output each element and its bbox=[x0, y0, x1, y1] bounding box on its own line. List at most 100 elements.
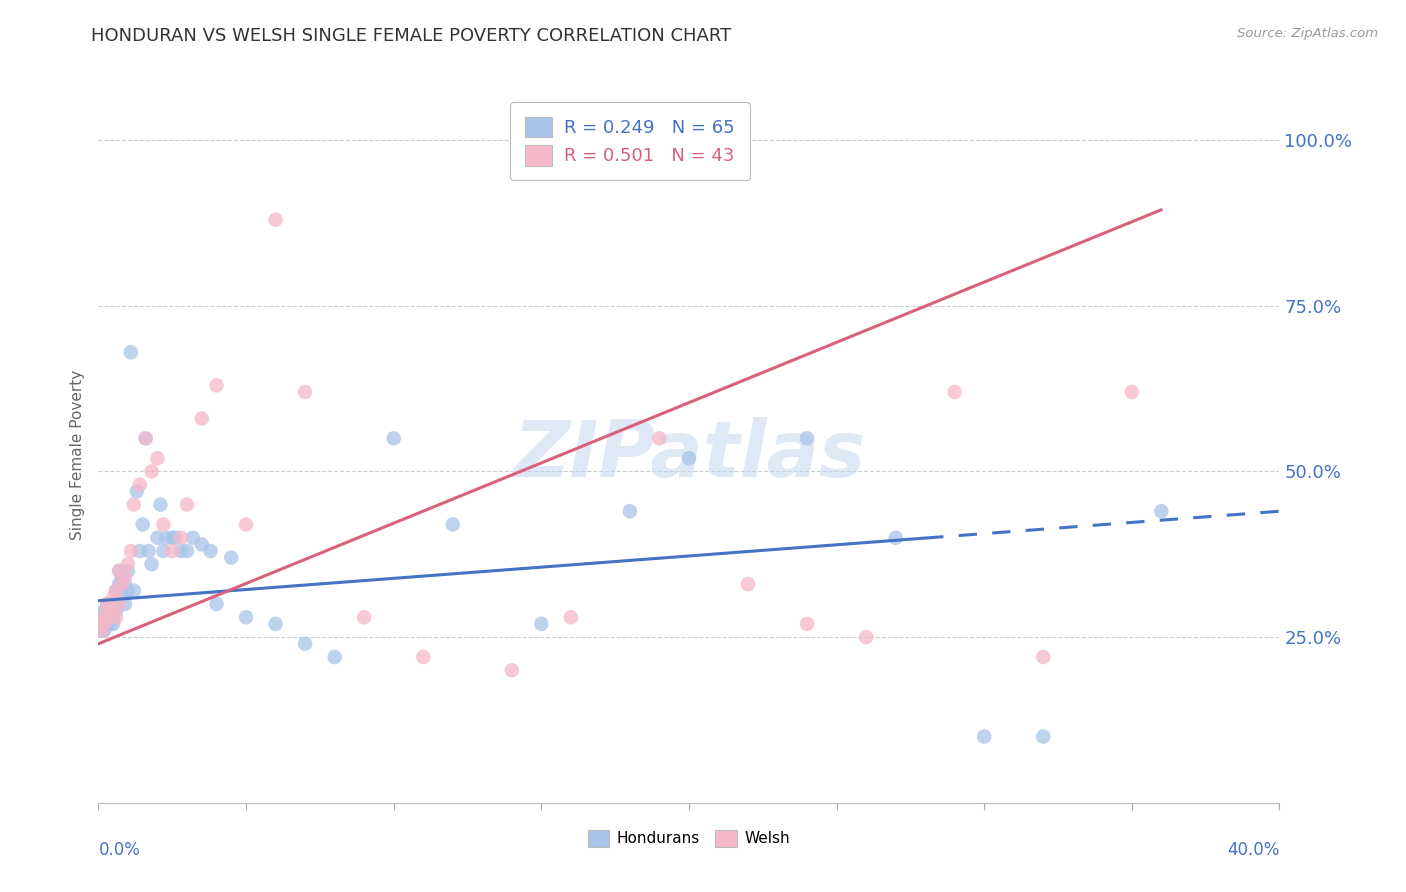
Point bbox=[98, 610, 121, 624]
Point bbox=[141, 558, 163, 572]
Point bbox=[93, 616, 115, 631]
Point bbox=[132, 517, 155, 532]
Point bbox=[98, 610, 121, 624]
Point bbox=[96, 604, 118, 618]
Point bbox=[152, 544, 174, 558]
Point bbox=[93, 616, 115, 631]
Point bbox=[796, 616, 818, 631]
Text: ZIPatlas: ZIPatlas bbox=[513, 417, 865, 493]
Point bbox=[181, 531, 204, 545]
Point bbox=[111, 570, 134, 584]
Point bbox=[96, 604, 118, 618]
Point bbox=[264, 212, 287, 227]
Point bbox=[162, 531, 183, 545]
Point bbox=[412, 650, 434, 665]
Point bbox=[105, 604, 128, 618]
Point bbox=[96, 597, 118, 611]
Point bbox=[108, 564, 131, 578]
Point bbox=[796, 431, 818, 445]
Point bbox=[221, 550, 243, 565]
Point bbox=[108, 577, 131, 591]
Point bbox=[98, 616, 121, 631]
Point bbox=[1032, 730, 1054, 744]
Point bbox=[90, 616, 112, 631]
Point bbox=[98, 597, 121, 611]
Point bbox=[235, 517, 257, 532]
Point bbox=[382, 431, 405, 445]
Y-axis label: Single Female Poverty: Single Female Poverty bbox=[69, 370, 84, 540]
Point bbox=[105, 583, 128, 598]
Point bbox=[191, 537, 214, 551]
Point bbox=[120, 544, 142, 558]
Point bbox=[103, 604, 125, 618]
Point bbox=[103, 597, 125, 611]
Point bbox=[108, 597, 131, 611]
Point bbox=[105, 597, 128, 611]
Point bbox=[191, 411, 214, 425]
Point bbox=[98, 604, 121, 618]
Point bbox=[205, 378, 228, 392]
Point bbox=[1150, 504, 1173, 518]
Point bbox=[855, 630, 877, 644]
Point bbox=[884, 531, 907, 545]
Point bbox=[114, 597, 136, 611]
Point bbox=[1121, 384, 1143, 399]
Point bbox=[128, 544, 150, 558]
Point bbox=[200, 544, 222, 558]
Point bbox=[114, 577, 136, 591]
Point bbox=[117, 583, 139, 598]
Point bbox=[141, 465, 163, 479]
Point bbox=[93, 604, 115, 618]
Point bbox=[294, 384, 316, 399]
Point bbox=[103, 616, 125, 631]
Point bbox=[441, 517, 464, 532]
Point bbox=[146, 451, 169, 466]
Point bbox=[105, 610, 128, 624]
Point bbox=[111, 591, 134, 605]
Text: Source: ZipAtlas.com: Source: ZipAtlas.com bbox=[1237, 27, 1378, 40]
Point bbox=[170, 531, 193, 545]
Point bbox=[111, 577, 134, 591]
Point bbox=[619, 504, 641, 518]
Point bbox=[114, 570, 136, 584]
Point bbox=[152, 517, 174, 532]
Text: 40.0%: 40.0% bbox=[1227, 841, 1279, 859]
Point bbox=[96, 597, 118, 611]
Point bbox=[323, 650, 346, 665]
Point bbox=[93, 610, 115, 624]
Point bbox=[648, 431, 671, 445]
Point bbox=[737, 577, 759, 591]
Point bbox=[138, 544, 160, 558]
Point bbox=[117, 558, 139, 572]
Point bbox=[93, 610, 115, 624]
Point bbox=[176, 544, 198, 558]
Point bbox=[973, 730, 995, 744]
Point bbox=[560, 610, 582, 624]
Point bbox=[90, 624, 112, 638]
Point bbox=[176, 498, 198, 512]
Point bbox=[90, 610, 112, 624]
Point bbox=[103, 610, 125, 624]
Text: HONDURAN VS WELSH SINGLE FEMALE POVERTY CORRELATION CHART: HONDURAN VS WELSH SINGLE FEMALE POVERTY … bbox=[91, 27, 731, 45]
Point bbox=[205, 597, 228, 611]
Point bbox=[530, 616, 553, 631]
Point bbox=[98, 597, 121, 611]
Point bbox=[108, 564, 131, 578]
Point bbox=[96, 610, 118, 624]
Point bbox=[235, 610, 257, 624]
Point bbox=[108, 597, 131, 611]
Text: 0.0%: 0.0% bbox=[98, 841, 141, 859]
Point bbox=[128, 477, 150, 491]
Point bbox=[93, 624, 115, 638]
Point bbox=[117, 564, 139, 578]
Legend: Hondurans, Welsh: Hondurans, Welsh bbox=[581, 822, 797, 855]
Point bbox=[96, 616, 118, 631]
Point bbox=[120, 345, 142, 359]
Point bbox=[146, 531, 169, 545]
Point bbox=[170, 544, 193, 558]
Point bbox=[155, 531, 177, 545]
Point bbox=[125, 484, 148, 499]
Point bbox=[162, 544, 183, 558]
Point bbox=[105, 583, 128, 598]
Point bbox=[135, 431, 157, 445]
